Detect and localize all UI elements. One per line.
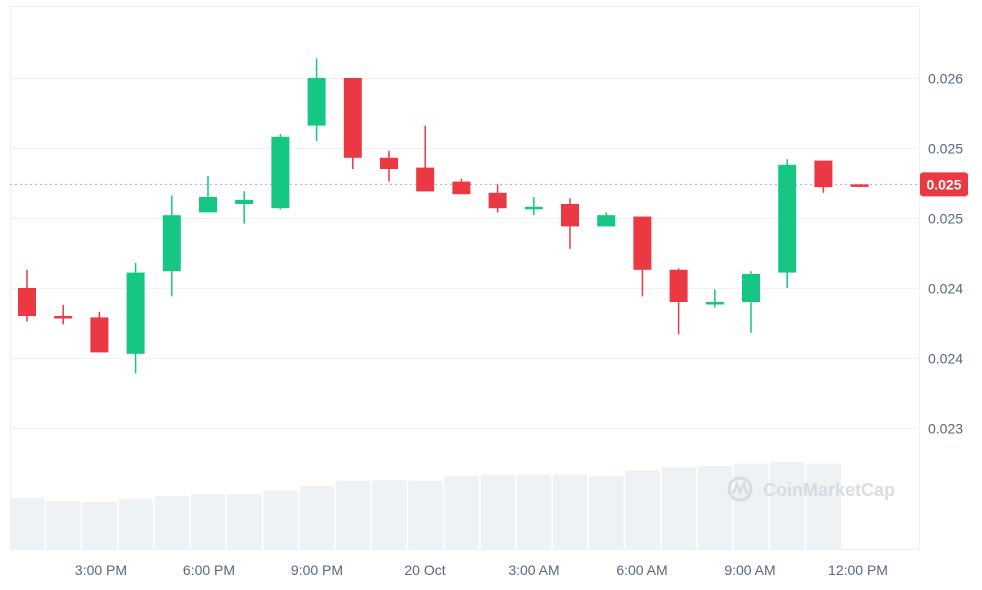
volume-bar xyxy=(118,499,154,549)
candle[interactable] xyxy=(126,262,145,374)
candle[interactable] xyxy=(561,198,579,249)
candle[interactable] xyxy=(705,289,724,308)
x-tick-label: 20 Oct xyxy=(404,562,445,578)
candle[interactable] xyxy=(597,212,616,227)
candle-body xyxy=(488,192,507,209)
watermark-text: CoinMarketCap xyxy=(763,480,895,500)
volume-bar xyxy=(661,466,697,549)
candle-body xyxy=(742,274,760,302)
candle-body xyxy=(850,184,869,187)
candle-body xyxy=(416,167,435,192)
volume-bar xyxy=(552,474,588,549)
candle-body xyxy=(343,78,362,158)
candle[interactable] xyxy=(307,58,326,141)
candle-body xyxy=(452,181,471,195)
candle[interactable] xyxy=(524,197,543,216)
current-price-label: 0.025 xyxy=(926,176,961,192)
coinmarketcap-watermark: CoinMarketCap xyxy=(727,476,895,502)
volume-bar xyxy=(299,485,335,549)
candle-body xyxy=(90,317,109,353)
current-price-badge: 0.025 xyxy=(920,172,968,197)
candle[interactable] xyxy=(54,304,73,325)
x-tick-label: 3:00 PM xyxy=(75,562,127,578)
candle[interactable] xyxy=(343,78,362,169)
plot-frame xyxy=(10,6,920,550)
volume-bar xyxy=(806,463,841,549)
volume-bar xyxy=(625,470,660,549)
candle-body xyxy=(669,269,688,302)
candle[interactable] xyxy=(90,311,109,353)
y-tick-label: 0.025 xyxy=(928,211,963,227)
volume-bar xyxy=(190,494,226,549)
volume-bar xyxy=(770,461,805,549)
volume-bar xyxy=(408,480,443,549)
volume-bar xyxy=(444,475,479,549)
candle-body xyxy=(235,199,254,204)
x-tick-label: 6:00 PM xyxy=(183,562,235,578)
volume-bar xyxy=(480,475,516,549)
candle-body xyxy=(633,216,652,270)
cmc-logo-icon xyxy=(727,476,753,502)
candle[interactable] xyxy=(271,134,290,210)
volume-bar xyxy=(9,497,45,549)
y-axis: 0.026 0.025 0.025 0.024 0.024 0.023 xyxy=(928,71,963,437)
x-tick-label: 9:00 AM xyxy=(724,562,775,578)
candle-body xyxy=(705,302,724,305)
candle-body xyxy=(524,206,543,210)
candle-body xyxy=(54,316,73,319)
current-price-badge-bg xyxy=(920,172,968,197)
candle[interactable] xyxy=(199,176,217,213)
candle-body xyxy=(814,160,833,188)
candle[interactable] xyxy=(18,269,36,322)
candle-body xyxy=(778,164,797,273)
grid-lines xyxy=(10,78,919,429)
x-tick-label: 6:00 AM xyxy=(616,562,667,578)
volume-bar xyxy=(227,494,262,549)
candle[interactable] xyxy=(235,191,254,224)
volume-bar xyxy=(733,463,769,549)
candle-body xyxy=(561,204,579,227)
candle[interactable] xyxy=(814,160,833,193)
candle-body xyxy=(162,215,181,272)
candle-body xyxy=(307,78,326,126)
candles[interactable] xyxy=(18,58,869,374)
candle[interactable] xyxy=(778,159,797,288)
candle[interactable] xyxy=(162,195,181,297)
candle[interactable] xyxy=(742,271,760,333)
candle[interactable] xyxy=(380,150,398,182)
candle-body xyxy=(199,197,217,213)
y-tick-label: 0.023 xyxy=(928,421,963,437)
volume-bar xyxy=(82,501,117,549)
volume-bar xyxy=(263,490,298,549)
candle[interactable] xyxy=(850,184,869,188)
x-axis: 3:00 PM 6:00 PM 9:00 PM 20 Oct 3:00 AM 6:00 A… xyxy=(75,562,888,578)
candle-body xyxy=(380,157,398,169)
y-tick-label: 0.025 xyxy=(928,141,963,157)
x-tick-label: 12:00 PM xyxy=(828,562,888,578)
candle[interactable] xyxy=(416,125,435,192)
candle[interactable] xyxy=(488,184,507,213)
candle-body xyxy=(597,215,616,227)
candle-body xyxy=(271,136,290,209)
y-tick-label: 0.024 xyxy=(928,281,963,297)
candle-body xyxy=(18,288,36,316)
volume-bar xyxy=(697,466,733,549)
x-tick-label: 3:00 AM xyxy=(508,562,559,578)
volume-bar xyxy=(335,480,371,549)
candle[interactable] xyxy=(452,178,471,195)
volume-bar xyxy=(154,495,190,549)
volume-bar xyxy=(589,475,624,549)
candle-body xyxy=(126,272,145,354)
volume-bar xyxy=(371,480,407,549)
y-tick-label: 0.024 xyxy=(928,351,963,367)
cmc-logo-wave xyxy=(731,480,749,496)
x-tick-label: 9:00 PM xyxy=(291,562,343,578)
candle[interactable] xyxy=(669,268,688,335)
volume-bars xyxy=(9,461,841,549)
y-tick-label: 0.026 xyxy=(928,71,963,87)
volume-bar xyxy=(46,500,81,549)
candle[interactable] xyxy=(633,216,652,297)
volume-bar xyxy=(516,474,552,549)
